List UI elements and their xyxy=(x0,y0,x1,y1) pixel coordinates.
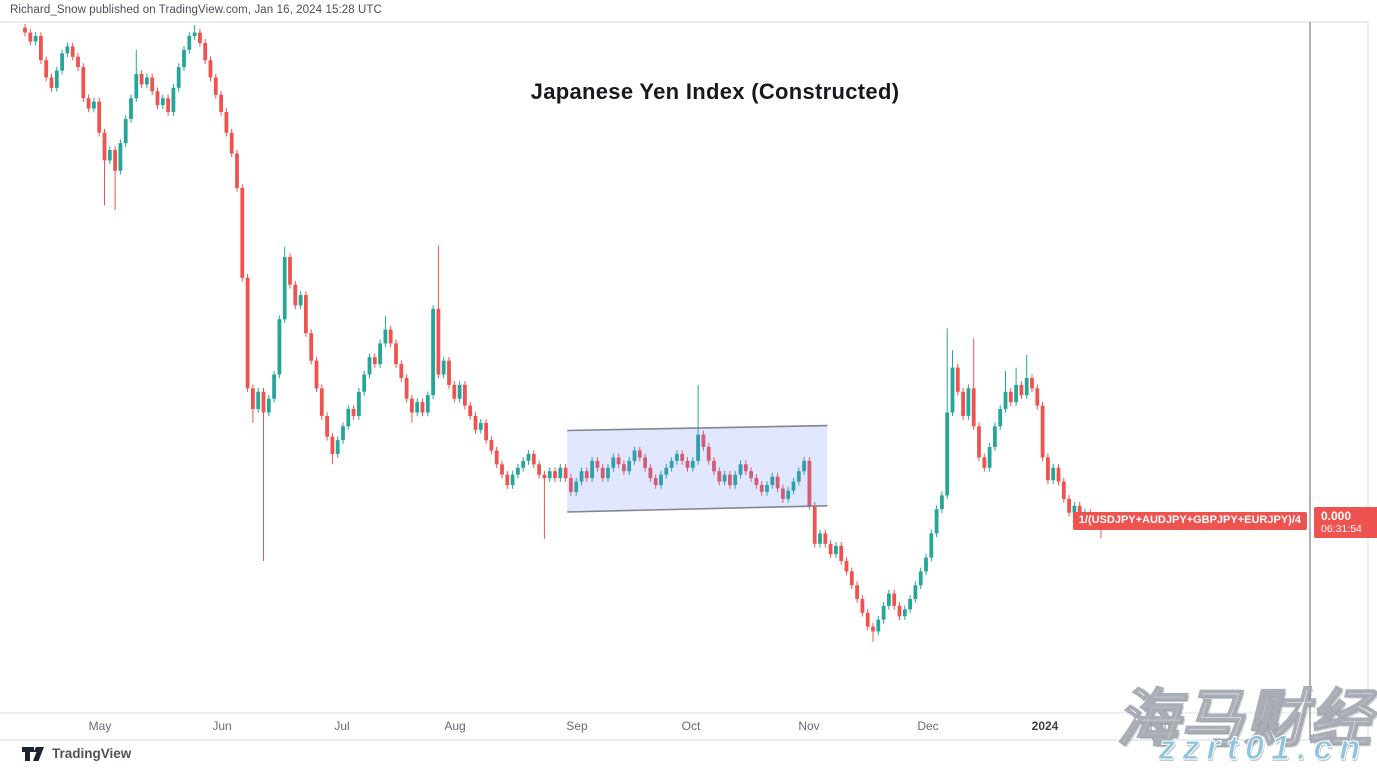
x-axis-label-2024: 2024 xyxy=(1032,719,1059,733)
publisher-line: Richard_Snow published on TradingView.co… xyxy=(10,4,382,16)
chart-title: Japanese Yen Index (Constructed) xyxy=(530,79,900,104)
x-axis-label-nov: Nov xyxy=(798,719,819,733)
candle-bodies-layer xyxy=(23,27,1103,632)
series-formula-label[interactable]: 1/(USDJPY+AUDJPY+GBPJPY+EURJPY)/4 xyxy=(1072,512,1307,530)
x-axis-label-feb: Feb xyxy=(1150,719,1171,733)
last-price-label: 0.000 06:31:54 xyxy=(1314,507,1377,538)
x-axis-label-may: May xyxy=(89,719,112,733)
x-axis-label-jun: Jun xyxy=(212,719,231,733)
tradingview-brand-text: TradingView xyxy=(52,746,132,761)
time-axis[interactable]: May Jun Jul Aug Sep Oct Nov Dec 2024 Feb Mar xyxy=(89,719,1281,733)
watermark-cjk-text: 海马财经 xyxy=(1116,684,1373,755)
x-axis-label-dec: Dec xyxy=(917,719,938,733)
x-axis-label-jul: Jul xyxy=(334,719,349,733)
bar-close-countdown: 06:31:54 xyxy=(1321,523,1362,535)
watermark-url-text: zzrt01.cn xyxy=(1158,729,1367,768)
last-price-value: 0.000 xyxy=(1321,509,1352,523)
x-axis-label-aug: Aug xyxy=(444,719,465,733)
tradingview-logo-icon xyxy=(22,746,44,761)
channel-annotation[interactable] xyxy=(567,424,828,513)
x-axis-label-oct: Oct xyxy=(682,719,701,733)
tradingview-attribution-link[interactable]: TradingView xyxy=(22,746,131,761)
chart-frame xyxy=(0,21,1369,741)
x-axis-label-sep: Sep xyxy=(566,719,588,733)
candle-wicks-layer xyxy=(24,23,1102,642)
x-axis-label-mar: Mar xyxy=(1260,719,1281,733)
